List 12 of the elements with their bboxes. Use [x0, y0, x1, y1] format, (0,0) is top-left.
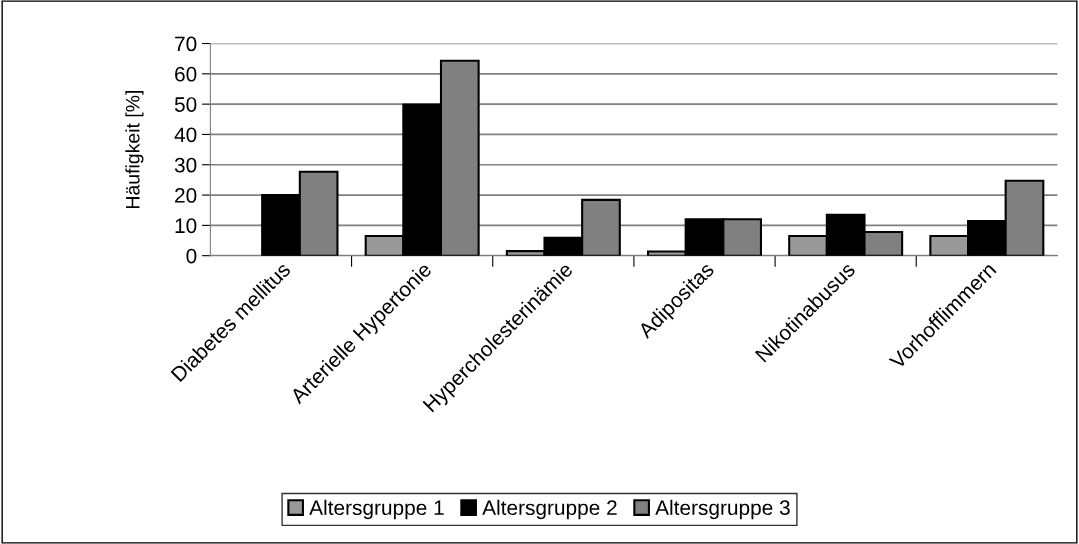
y-tick-label: 20 — [175, 188, 197, 203]
legend-label: Altersgruppe 1 — [309, 499, 444, 520]
y-tick-label: 0 — [186, 248, 197, 264]
legend-label: Altersgruppe 2 — [482, 499, 617, 520]
y-tick-label: 30 — [174, 157, 197, 173]
y-tick-label: 40 — [174, 127, 197, 143]
y-tick-label: 50 — [174, 97, 197, 112]
y-tick-label: 10 — [175, 218, 197, 234]
legend-label: Altersgruppe 3 — [655, 499, 790, 520]
y-tick-label: 70 — [175, 36, 197, 52]
y-tick-label: 60 — [175, 66, 197, 82]
y-axis-title: Häufigkeit [%] — [125, 91, 144, 208]
